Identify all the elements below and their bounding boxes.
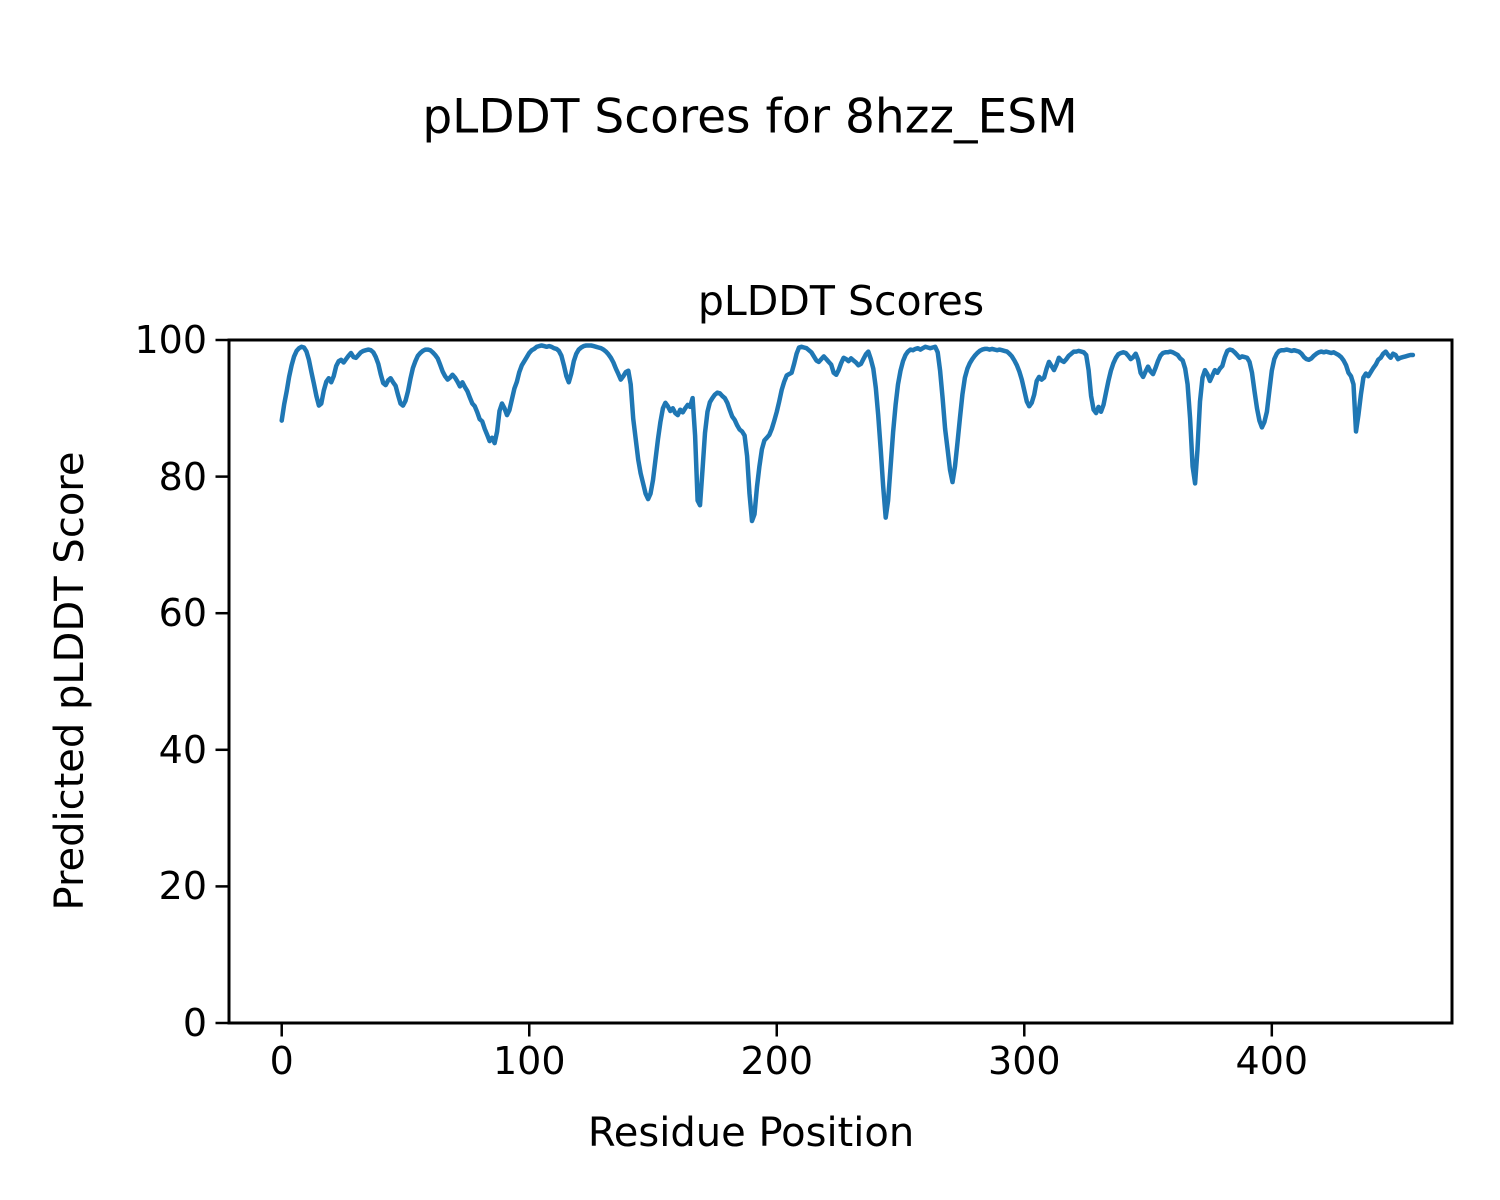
y-tick-label: 20 [158, 864, 207, 909]
x-tick-label: 300 [988, 1039, 1061, 1083]
axes-title: pLDDT Scores [697, 277, 985, 325]
y-tick-label: 40 [158, 727, 207, 772]
plddt-line [279, 343, 1416, 524]
x-tick-label: 0 [269, 1039, 294, 1083]
x-tick-label: 200 [740, 1039, 814, 1083]
y-tick-label: 60 [158, 591, 207, 636]
y-tick-label: 0 [182, 1001, 207, 1045]
y-tick-label: 100 [134, 318, 207, 362]
x-tick-label: 400 [1235, 1039, 1309, 1083]
y-tick-marks [215, 338, 228, 1025]
axes-spines [227, 338, 1454, 1025]
x-tick-label: 100 [492, 1039, 566, 1083]
y-tick-label: 80 [158, 454, 207, 499]
x-tick-marks [280, 1024, 1274, 1037]
x-axis-label: Residue Position [587, 1110, 915, 1156]
figure-title: pLDDT Scores for 8hzz_ESM [422, 89, 1078, 145]
y-axis-label: Predicted pLDDT Score [47, 451, 93, 911]
